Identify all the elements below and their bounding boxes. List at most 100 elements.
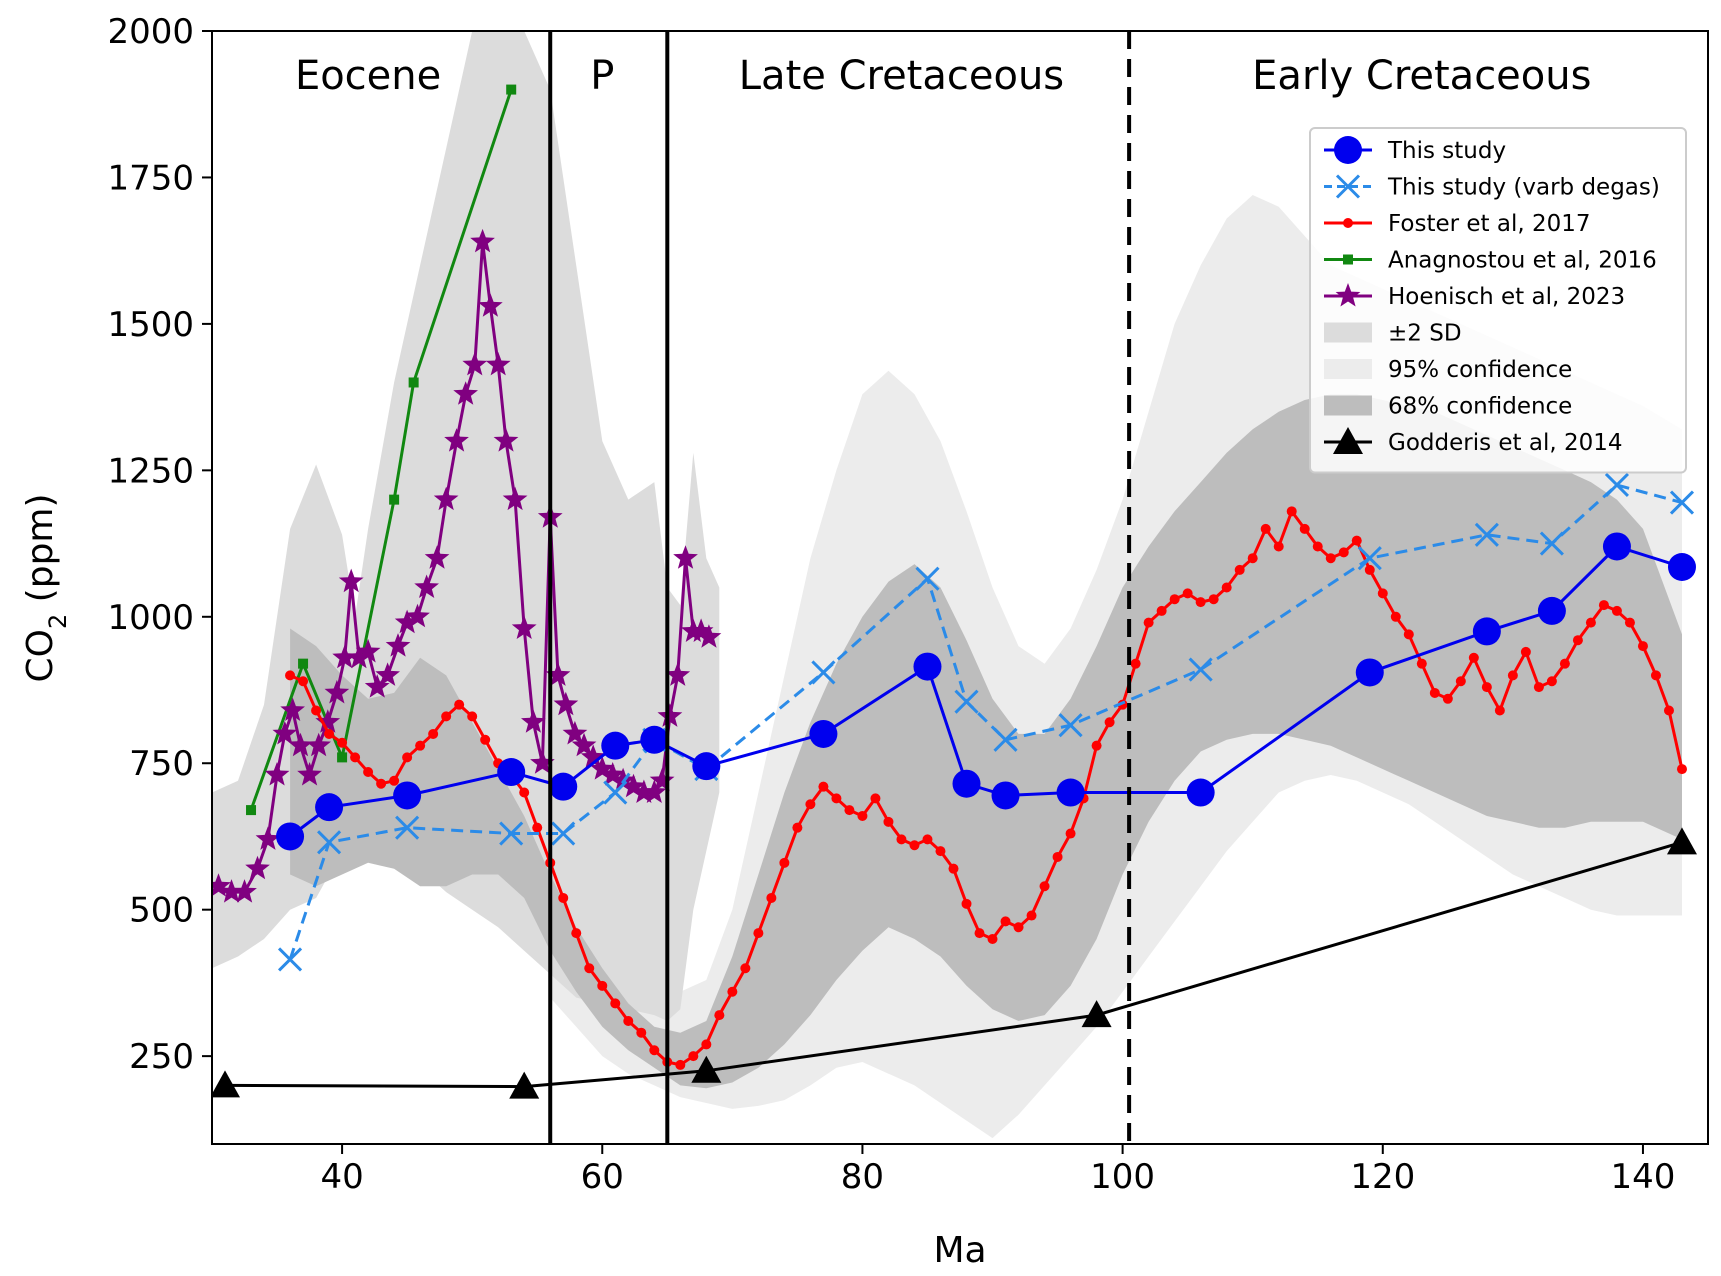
y-axis-label: CO2 (ppm) [20, 493, 72, 682]
point-foster-et-al-2017 [1247, 553, 1258, 564]
point-foster-et-al-2017 [961, 898, 972, 909]
point-foster-et-al-2017 [1611, 605, 1622, 616]
point-foster-et-al-2017 [1273, 541, 1284, 552]
point-foster-et-al-2017 [480, 734, 491, 745]
point-foster-et-al-2017 [649, 1045, 660, 1056]
point-hoenisch-et-al-2023 [219, 879, 244, 903]
point-this-study [601, 731, 630, 760]
legend-label: This study [1387, 138, 1506, 164]
point-foster-et-al-2017 [753, 928, 764, 939]
point-this-study-varb-degas- [954, 689, 979, 714]
legend-label: ±2 SD [1388, 321, 1462, 347]
point-foster-et-al-2017 [1286, 506, 1297, 517]
point-hoenisch-et-al-2023 [297, 762, 322, 786]
point-hoenisch-et-al-2023 [424, 545, 450, 569]
point-foster-et-al-2017 [1663, 705, 1674, 716]
point-foster-et-al-2017 [1143, 617, 1154, 628]
point-hoenisch-et-al-2023 [631, 779, 657, 803]
point-anagnostou-et-al-2016 [298, 658, 309, 669]
point-this-study [1355, 658, 1384, 687]
point-foster-et-al-2017 [1130, 658, 1141, 669]
point-foster-et-al-2017 [1676, 764, 1687, 775]
point-foster-et-al-2017 [415, 740, 426, 751]
point-anagnostou-et-al-2016 [408, 377, 419, 388]
point-hoenisch-et-al-2023 [375, 662, 400, 686]
band-68-confidence [290, 394, 1683, 1089]
point-hoenisch-et-al-2023 [245, 855, 270, 880]
series-hoenisch-et-al-2023 [212, 228, 722, 903]
point-foster-et-al-2017 [584, 963, 595, 974]
point-this-study-varb-degas- [1357, 546, 1382, 571]
point-this-study [991, 781, 1020, 810]
point-foster-et-al-2017 [1221, 582, 1232, 593]
point-godderis-et-al-2014 [691, 1055, 722, 1083]
y-tick-label: 250 [129, 1037, 194, 1077]
point-this-study-varb-degas- [395, 815, 420, 840]
point-hoenisch-et-al-2023 [280, 697, 305, 721]
point-this-study-varb-degas- [1669, 490, 1695, 515]
point-hoenisch-et-al-2023 [493, 428, 519, 452]
point-hoenisch-et-al-2023 [332, 644, 358, 669]
series-godderis-et-al-2014 [212, 827, 1697, 1099]
point-hoenisch-et-al-2023 [338, 568, 364, 593]
point-foster-et-al-2017 [870, 793, 881, 804]
y-tick-label: 1000 [107, 598, 194, 638]
point-foster-et-al-2017 [1208, 594, 1219, 605]
point-godderis-et-al-2014 [509, 1071, 540, 1099]
point-foster-et-al-2017 [1052, 851, 1063, 862]
point-hoenisch-et-al-2023 [688, 618, 714, 642]
point-this-study-varb-degas- [1188, 657, 1213, 682]
point-this-study [549, 772, 578, 801]
point-foster-et-al-2017 [623, 1015, 634, 1026]
point-foster-et-al-2017 [1299, 523, 1310, 534]
y-tick-label: 500 [129, 891, 194, 931]
series-line-anagnostou-et-al-2016 [249, 89, 513, 811]
point-this-study-varb-degas- [317, 830, 342, 855]
legend-marker-this-study-varb-degas- [1335, 174, 1361, 199]
point-hoenisch-et-al-2023 [657, 703, 683, 727]
point-this-study-varb-degas- [915, 566, 940, 591]
series-this-study [276, 532, 1696, 851]
point-foster-et-al-2017 [922, 834, 933, 845]
point-this-study [1537, 596, 1566, 625]
point-foster-et-al-2017 [571, 928, 582, 939]
point-hoenisch-et-al-2023 [580, 744, 606, 768]
x-tick-label: 100 [1090, 1157, 1155, 1197]
point-godderis-et-al-2014 [1666, 827, 1697, 855]
point-foster-et-al-2017 [402, 752, 413, 763]
point-hoenisch-et-al-2023 [485, 351, 511, 376]
point-hoenisch-et-al-2023 [673, 545, 698, 569]
point-hoenisch-et-al-2023 [212, 873, 231, 897]
legend-swatch [1324, 322, 1372, 343]
point-foster-et-al-2017 [1312, 541, 1323, 552]
point-foster-et-al-2017 [1390, 611, 1401, 622]
point-this-study [315, 793, 344, 822]
y-tick-label: 2000 [107, 12, 194, 52]
point-foster-et-al-2017 [519, 787, 530, 798]
point-hoenisch-et-al-2023 [562, 720, 588, 745]
point-this-study [1056, 778, 1085, 807]
point-foster-et-al-2017 [1546, 676, 1557, 687]
point-foster-et-al-2017 [376, 778, 387, 789]
point-foster-et-al-2017 [935, 846, 946, 857]
point-foster-et-al-2017 [597, 980, 608, 991]
point-hoenisch-et-al-2023 [414, 574, 439, 598]
x-tick-label: 140 [1611, 1157, 1676, 1197]
point-foster-et-al-2017 [1585, 617, 1596, 628]
point-foster-et-al-2017 [805, 799, 816, 810]
point-foster-et-al-2017 [1169, 594, 1180, 605]
period-label: Late Cretaceous [739, 53, 1064, 99]
point-anagnostou-et-al-2016 [337, 752, 348, 763]
point-foster-et-al-2017 [1377, 588, 1388, 599]
point-foster-et-al-2017 [1507, 670, 1518, 681]
x-tick-label: 40 [320, 1157, 363, 1197]
point-foster-et-al-2017 [1650, 670, 1661, 681]
series-this-study-varb-degas- [277, 472, 1695, 972]
point-hoenisch-et-al-2023 [696, 624, 722, 648]
point-foster-et-al-2017 [454, 699, 465, 710]
point-foster-et-al-2017 [701, 1039, 712, 1050]
point-foster-et-al-2017 [987, 933, 998, 944]
point-this-study [952, 769, 981, 798]
point-foster-et-al-2017 [311, 705, 322, 716]
point-hoenisch-et-al-2023 [264, 762, 290, 786]
